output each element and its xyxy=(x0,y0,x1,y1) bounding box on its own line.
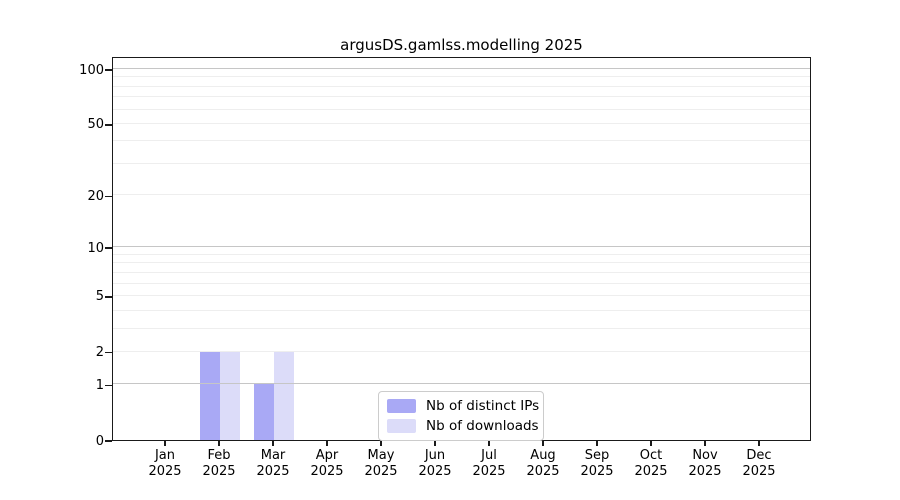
x-tick-month-nov: Nov xyxy=(692,448,718,463)
x-tick-label-dec: Dec 2025 xyxy=(729,448,789,480)
legend-swatch-downloads xyxy=(387,419,416,433)
x-tick-label-jun: Jun 2025 xyxy=(405,448,465,480)
x-tick-month-apr: Apr xyxy=(315,448,339,463)
minor-gridline-80 xyxy=(113,85,810,87)
y-tick-label-10: 10 xyxy=(87,240,104,256)
plot-area: Nb of distinct IPs Nb of downloads xyxy=(112,57,811,441)
x-tick-mark-may xyxy=(380,441,382,446)
minor-gridline-8 xyxy=(113,262,810,264)
x-tick-mark-jul xyxy=(488,441,490,446)
major-gridline-1 xyxy=(113,383,810,385)
minor-gridline-5 xyxy=(113,294,810,296)
x-tick-mark-dec xyxy=(758,441,760,446)
x-tick-year-jul: 2025 xyxy=(472,464,506,479)
x-tick-label-sep: Sep 2025 xyxy=(567,448,627,480)
minor-gridline-2 xyxy=(113,350,810,352)
x-tick-year-jun: 2025 xyxy=(418,464,452,479)
x-tick-label-jul: Jul 2025 xyxy=(459,448,519,480)
minor-gridline-3 xyxy=(113,327,810,329)
x-tick-month-jan: Jan xyxy=(154,448,176,463)
x-tick-label-apr: Apr 2025 xyxy=(297,448,357,480)
bar-feb-downloads xyxy=(220,351,240,440)
y-tick-mark-1 xyxy=(105,384,112,387)
minor-gridline-7 xyxy=(113,271,810,273)
legend-item-downloads: Nb of downloads xyxy=(387,418,539,434)
bars-layer xyxy=(113,58,810,440)
bar-mar-distinct-ips xyxy=(254,384,274,440)
x-tick-year-jan: 2025 xyxy=(148,464,182,479)
bar-feb-distinct-ips xyxy=(200,351,220,440)
x-tick-label-feb: Feb 2025 xyxy=(189,448,249,480)
legend-item-distinct-ips: Nb of distinct IPs xyxy=(387,398,539,414)
y-tick-mark-10 xyxy=(105,247,112,249)
y-tick-label-50: 50 xyxy=(87,117,104,133)
x-tick-month-may: May xyxy=(367,448,395,463)
x-tick-mark-aug xyxy=(542,441,544,446)
y-tick-mark-20 xyxy=(105,195,112,197)
minor-gridline-6 xyxy=(113,282,810,284)
x-tick-month-dec: Dec xyxy=(746,448,772,463)
x-tick-month-jul: Jul xyxy=(481,448,497,463)
x-tick-month-sep: Sep xyxy=(584,448,610,463)
chart-title: argusDS.gamlss.modelling 2025 xyxy=(340,36,583,54)
x-tick-month-mar: Mar xyxy=(260,448,286,463)
x-tick-month-oct: Oct xyxy=(639,448,663,463)
minor-gridline-40 xyxy=(113,140,810,142)
legend-label-distinct-ips: Nb of distinct IPs xyxy=(426,398,540,414)
bar-mar-downloads xyxy=(274,351,294,440)
y-tick-label-2: 2 xyxy=(95,345,104,361)
x-tick-year-nov: 2025 xyxy=(688,464,722,479)
y-tick-label-20: 20 xyxy=(87,188,104,204)
gridlines-layer xyxy=(113,58,810,440)
minor-gridline-20 xyxy=(113,194,810,196)
x-tick-month-jun: Jun xyxy=(424,448,446,463)
legend-swatch-distinct-ips xyxy=(387,399,416,413)
x-tick-year-mar: 2025 xyxy=(256,464,290,479)
x-tick-mark-oct xyxy=(650,441,652,446)
x-tick-label-may: May 2025 xyxy=(351,448,411,480)
x-tick-year-may: 2025 xyxy=(364,464,398,479)
x-tick-label-nov: Nov 2025 xyxy=(675,448,735,480)
y-tick-label-0: 0 xyxy=(95,433,104,449)
legend: Nb of distinct IPs Nb of downloads xyxy=(378,391,544,441)
y-tick-label-1: 1 xyxy=(95,377,104,393)
minor-gridline-60 xyxy=(113,108,810,110)
x-tick-label-oct: Oct 2025 xyxy=(621,448,681,480)
x-tick-mark-apr xyxy=(326,441,328,446)
x-tick-mark-feb xyxy=(218,441,220,446)
x-tick-mark-sep xyxy=(596,441,598,446)
x-tick-mark-jun xyxy=(434,441,436,446)
x-tick-label-aug: Aug 2025 xyxy=(513,448,573,480)
x-tick-mark-mar xyxy=(272,441,274,446)
x-tick-year-apr: 2025 xyxy=(310,464,344,479)
x-tick-year-feb: 2025 xyxy=(202,464,236,479)
y-tick-label-5: 5 xyxy=(95,289,104,305)
x-tick-label-mar: Mar 2025 xyxy=(243,448,303,480)
y-tick-label-100: 100 xyxy=(79,62,104,78)
y-tick-mark-100 xyxy=(105,69,112,71)
x-tick-mark-nov xyxy=(704,441,706,446)
major-gridline-100 xyxy=(113,68,810,69)
x-tick-mark-jan xyxy=(164,441,166,446)
x-tick-label-jan: Jan 2025 xyxy=(135,448,195,480)
legend-label-downloads: Nb of downloads xyxy=(426,418,539,434)
y-tick-mark-0 xyxy=(105,440,112,442)
x-tick-year-dec: 2025 xyxy=(742,464,776,479)
x-tick-month-aug: Aug xyxy=(530,448,556,463)
x-tick-year-oct: 2025 xyxy=(634,464,668,479)
minor-gridline-30 xyxy=(113,162,810,164)
y-tick-mark-2 xyxy=(105,351,112,354)
y-tick-mark-5 xyxy=(105,296,112,298)
minor-gridline-90 xyxy=(113,76,810,78)
minor-gridline-50 xyxy=(113,122,810,124)
x-tick-year-aug: 2025 xyxy=(526,464,560,479)
y-tick-mark-50 xyxy=(105,124,112,126)
minor-gridline-70 xyxy=(113,96,810,98)
minor-gridline-4 xyxy=(113,309,810,311)
major-gridline-10 xyxy=(113,246,810,248)
minor-gridline-9 xyxy=(113,253,810,255)
x-tick-year-sep: 2025 xyxy=(580,464,614,479)
x-tick-month-feb: Feb xyxy=(207,448,231,463)
